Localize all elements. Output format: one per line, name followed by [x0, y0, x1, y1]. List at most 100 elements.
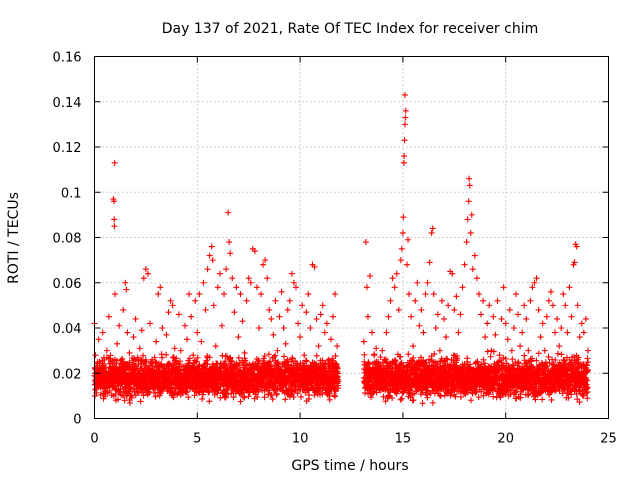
data-point [481, 360, 488, 367]
data-point [419, 400, 426, 407]
data-point [467, 229, 474, 236]
data-point [554, 350, 561, 357]
data-point [385, 313, 392, 320]
data-point [206, 252, 213, 259]
data-point [478, 311, 485, 318]
data-point [405, 351, 412, 358]
data-point [519, 329, 526, 336]
data-point [206, 398, 213, 405]
data-point [535, 306, 542, 313]
data-point [112, 291, 119, 298]
x-axis-label: GPS time / hours [291, 458, 408, 474]
data-point [126, 349, 133, 356]
data-point [258, 291, 265, 298]
data-point [317, 311, 324, 318]
data-point [278, 288, 285, 295]
data-point [400, 214, 407, 221]
x-tick-label: 25 [600, 432, 617, 447]
data-point [327, 336, 334, 343]
data-point [282, 396, 289, 403]
data-point [469, 266, 476, 273]
data-point [301, 352, 308, 359]
data-point [556, 343, 563, 350]
data-point [221, 364, 228, 371]
data-point [466, 182, 473, 189]
data-point [261, 352, 268, 359]
data-point [237, 291, 244, 298]
x-tick-label: 15 [395, 432, 412, 447]
data-point [135, 389, 142, 396]
data-point [153, 338, 160, 345]
data-point [434, 311, 441, 318]
data-point [99, 329, 106, 336]
y-tick-label: 0.04 [53, 322, 82, 337]
data-point [184, 336, 191, 343]
data-point [103, 347, 110, 354]
data-point [177, 347, 184, 354]
data-point [383, 329, 390, 336]
data-point [468, 211, 475, 218]
data-point [515, 311, 522, 318]
data-point [157, 284, 164, 291]
data-point [171, 345, 178, 352]
data-point [420, 329, 427, 336]
data-point [400, 159, 407, 166]
data-point [464, 355, 471, 362]
data-point [214, 361, 221, 368]
data-point [124, 329, 131, 336]
data-point [494, 297, 501, 304]
data-point [552, 329, 559, 336]
data-point [564, 329, 571, 336]
data-point [175, 311, 182, 318]
data-point [299, 302, 306, 309]
data-point [140, 275, 147, 282]
y-tick-label: 0.1 [61, 186, 82, 201]
data-point [397, 257, 404, 264]
data-point [580, 329, 587, 336]
data-point [288, 270, 295, 277]
data-point [253, 284, 260, 291]
data-point [268, 315, 275, 322]
data-point [307, 325, 314, 331]
data-point [467, 397, 474, 404]
data-point [233, 284, 240, 291]
data-point [193, 358, 200, 365]
data-point [401, 137, 408, 144]
data-point [202, 306, 209, 313]
data-point [276, 313, 283, 320]
data-point [393, 270, 400, 277]
data-point [360, 338, 367, 345]
data-point [116, 322, 123, 329]
x-tick-label: 0 [90, 432, 98, 447]
data-point [461, 261, 468, 268]
data-point [303, 309, 310, 316]
data-point [484, 348, 491, 355]
data-point [226, 239, 233, 246]
data-point [255, 325, 262, 331]
data-point [115, 396, 122, 403]
data-point [261, 394, 268, 401]
data-point [132, 315, 139, 322]
data-point [229, 275, 236, 282]
data-point [496, 352, 503, 359]
data-point [480, 297, 487, 304]
data-point [404, 261, 411, 268]
data-point [451, 306, 458, 313]
data-point [426, 259, 433, 266]
data-point [185, 394, 192, 401]
data-point [441, 315, 448, 322]
data-point [547, 288, 554, 295]
data-point [269, 396, 276, 403]
data-point [416, 322, 423, 329]
data-point [265, 351, 272, 358]
data-point [329, 313, 336, 320]
data-point [282, 340, 289, 347]
data-point [147, 320, 154, 327]
data-point [334, 343, 341, 350]
y-tick-label: 0.06 [53, 277, 82, 292]
data-point [230, 394, 237, 401]
x-tick-label: 5 [193, 432, 201, 447]
data-point [362, 239, 369, 246]
data-point [445, 302, 452, 309]
data-point [123, 286, 130, 293]
